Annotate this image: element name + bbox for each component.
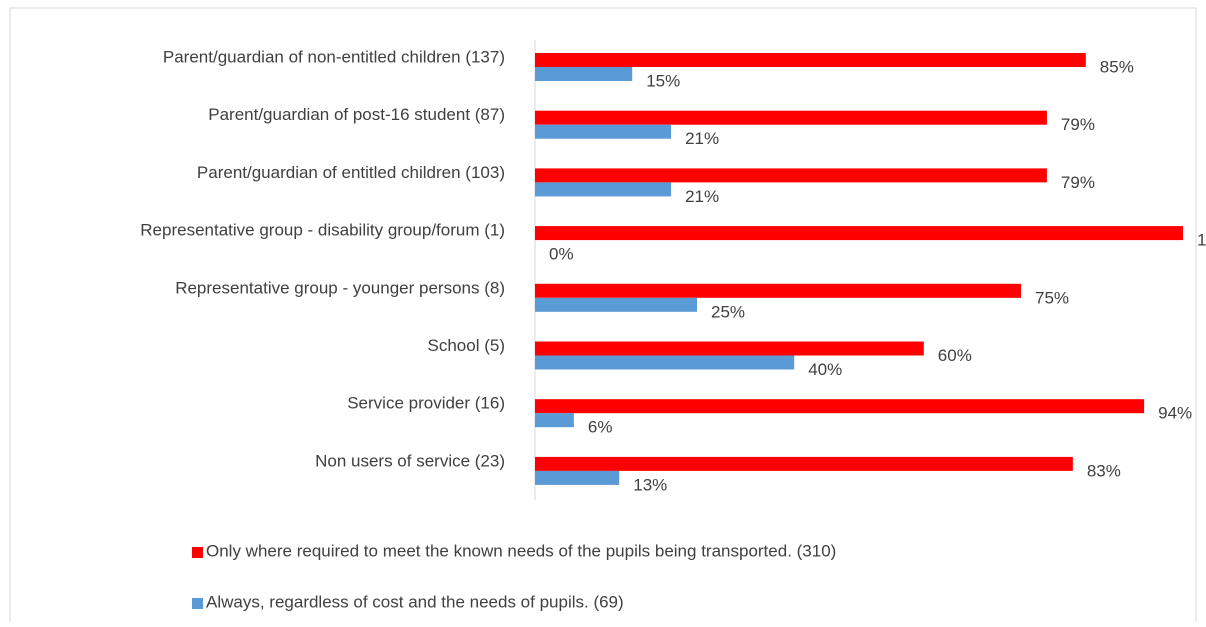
legend-swatch [192,547,203,558]
bar [535,355,795,370]
legend-label: Always, regardless of cost and the needs… [206,592,624,611]
category-label: Representative group - disability group/… [140,221,505,240]
value-label: 83% [1087,461,1121,480]
bar [535,456,1073,471]
bar [535,297,697,312]
bar [535,168,1047,183]
value-label: 79% [1061,115,1095,134]
bar [535,182,672,197]
category-label: Parent/guardian of post-16 student (87) [208,105,505,124]
bar [535,470,620,485]
bar [535,226,1183,241]
category-label: Non users of service (23) [315,451,505,470]
value-label: 21% [685,187,719,206]
bar [535,283,1021,298]
legend-label: Only where required to meet the known ne… [206,541,836,560]
bar [535,124,672,139]
chart-frame [9,7,1197,627]
value-label: 25% [711,302,745,321]
value-label: 6% [588,418,613,437]
bar [535,341,924,356]
value-label: 15% [646,71,680,90]
value-label: 0% [549,245,574,264]
category-label: Service provider (16) [347,394,505,413]
value-label: 79% [1061,173,1095,192]
category-label: Parent/guardian of non-entitled children… [163,47,505,66]
category-label: School (5) [428,336,505,355]
legend-swatch [192,598,203,609]
bar [535,413,574,428]
value-label: 85% [1100,57,1134,76]
bar [535,67,633,81]
value-label: 13% [633,475,667,494]
value-label: 94% [1158,404,1192,423]
value-label: 40% [808,360,842,379]
bar [535,110,1047,125]
value-label: 75% [1035,288,1069,307]
bar [535,399,1145,414]
value-label: 21% [685,129,719,148]
bar [535,53,1086,67]
category-label: Representative group - younger persons (… [175,278,505,297]
value-label: 100% [1197,231,1206,250]
value-label: 60% [938,346,972,365]
category-label: Parent/guardian of entitled children (10… [197,163,505,182]
